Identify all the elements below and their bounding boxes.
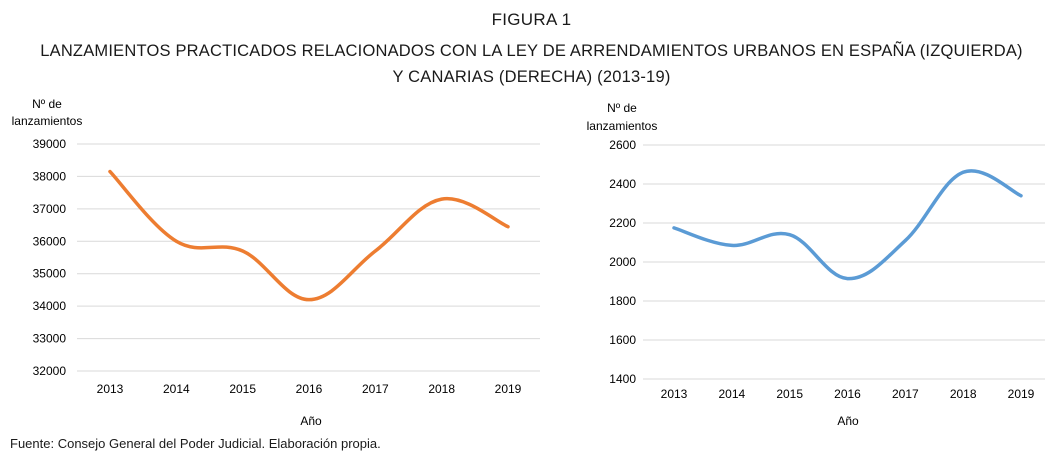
x-tick-label: 2015	[229, 382, 256, 396]
x-tick-label: 2014	[718, 387, 745, 401]
y-axis-label: Nº de	[607, 101, 637, 115]
x-tick-label: 2016	[296, 382, 323, 396]
y-tick-label: 2600	[609, 138, 636, 152]
data-point	[373, 249, 377, 253]
y-tick-label: 34000	[33, 299, 67, 313]
data-point	[730, 243, 734, 247]
x-tick-label: 2018	[428, 382, 455, 396]
x-tick-label: 2018	[950, 387, 977, 401]
x-tick-label: 2014	[163, 382, 190, 396]
x-tick-label: 2015	[776, 387, 803, 401]
y-tick-label: 37000	[33, 202, 67, 216]
y-axis-label: Nº de	[32, 97, 62, 111]
y-tick-label: 1800	[609, 294, 636, 308]
data-point	[506, 225, 510, 229]
data-point	[903, 239, 907, 243]
figure-label: FIGURA 1	[491, 10, 572, 29]
x-tick-label: 2017	[892, 387, 919, 401]
data-point	[440, 197, 444, 201]
source-note: Fuente: Consejo General del Poder Judici…	[10, 436, 381, 451]
data-point	[672, 226, 676, 230]
y-tick-label: 33000	[33, 332, 67, 346]
x-tick-label: 2013	[661, 387, 688, 401]
x-tick-label: 2019	[495, 382, 522, 396]
y-tick-label: 2200	[609, 216, 636, 230]
data-point	[846, 277, 849, 281]
y-tick-label: 35000	[33, 267, 67, 281]
y-tick-label: 1400	[609, 372, 636, 386]
y-tick-label: 39000	[33, 137, 67, 151]
x-axis-label: Año	[300, 414, 322, 428]
y-axis-label: lanzamientos	[12, 114, 83, 128]
y-tick-label: 2000	[609, 255, 636, 269]
y-tick-label: 2400	[609, 177, 636, 191]
data-point	[241, 249, 245, 253]
data-point	[108, 170, 112, 174]
y-axis-label: lanzamientos	[587, 119, 658, 133]
y-tick-label: 38000	[33, 169, 67, 183]
x-tick-label: 2016	[834, 387, 861, 401]
x-axis-label: Año	[837, 414, 859, 428]
data-point	[307, 298, 311, 302]
x-tick-label: 2017	[362, 382, 389, 396]
data-point	[961, 170, 965, 174]
figure-title: LANZAMIENTOS PRACTICADOS RELACIONADOS CO…	[40, 42, 1023, 86]
y-tick-label: 32000	[33, 364, 67, 378]
y-tick-label: 1600	[609, 333, 636, 347]
data-point	[1019, 194, 1023, 198]
x-tick-label: 2013	[97, 382, 124, 396]
x-tick-label: 2019	[1008, 387, 1035, 401]
data-point	[174, 239, 178, 243]
data-point	[788, 233, 792, 237]
y-tick-label: 36000	[33, 234, 67, 248]
